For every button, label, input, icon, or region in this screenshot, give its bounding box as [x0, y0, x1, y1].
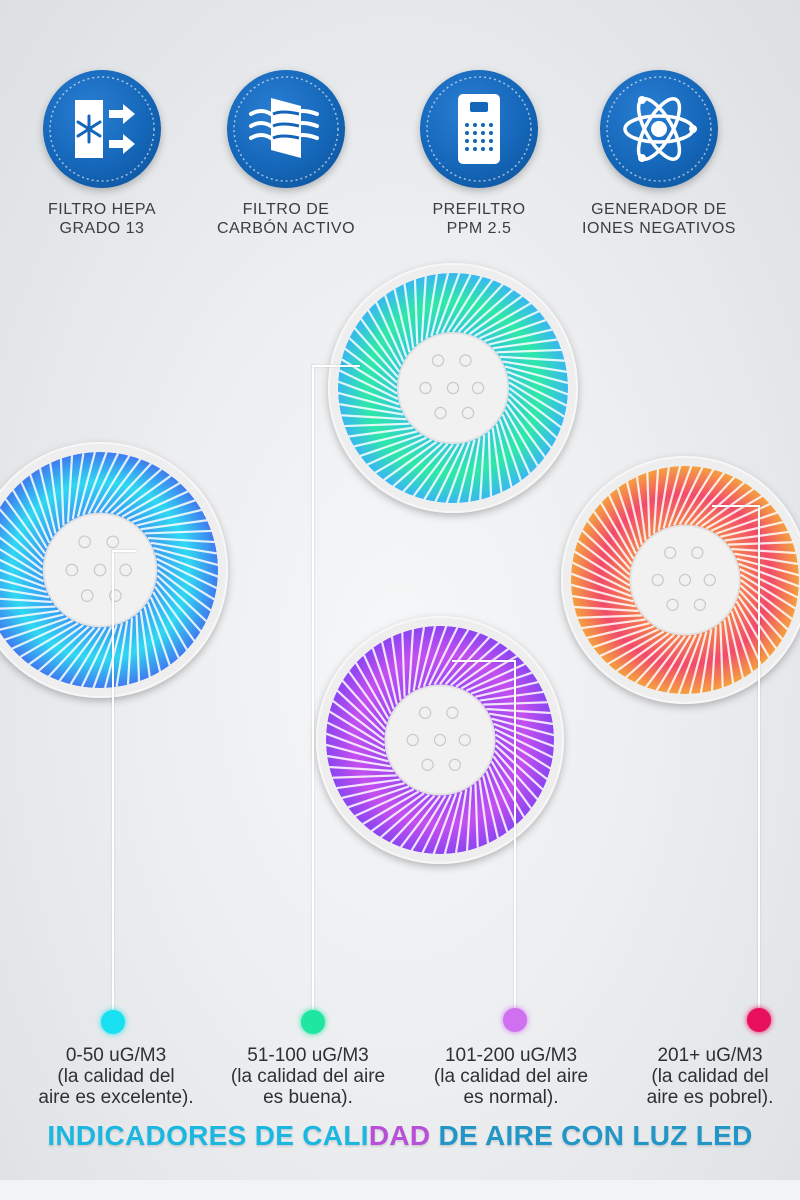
hub-button-icon — [448, 758, 462, 771]
hub-button-icon — [406, 733, 419, 747]
fan-control-hub — [384, 684, 496, 796]
hub-button-icon — [691, 546, 704, 559]
feature-label: PREFILTRO PPM 2.5 — [432, 201, 526, 237]
hub-button-icon — [458, 733, 471, 747]
indicator-range: 0-50 uG/M3 — [65, 1045, 167, 1066]
leader-line-purple-h — [452, 660, 516, 662]
hub-button-icon — [651, 573, 664, 587]
purifier-device-icon — [420, 70, 538, 188]
footer-title: INDICADORES DE CALIDAD DE AIRE CON LUZ L… — [0, 1120, 800, 1152]
fan-cyan — [0, 442, 228, 698]
indicator-description: (la calidad del aire es pobrel). — [646, 1066, 774, 1108]
indicator-dot-purple — [503, 1008, 527, 1032]
fan-control-hub — [397, 332, 509, 444]
snowflake-filter-icon — [43, 70, 161, 188]
hub-button-icon — [106, 535, 120, 549]
indicator-normal: 101-200 uG/M3 (la calidad del aire es no… — [411, 1045, 611, 1108]
hub-button-icon — [80, 589, 94, 602]
hub-button-icon — [703, 573, 716, 587]
leader-line-red-h — [712, 505, 760, 507]
indicator-range: 101-200 uG/M3 — [444, 1045, 578, 1066]
leader-line-green-h — [312, 365, 360, 367]
indicator-range: 201+ uG/M3 — [657, 1045, 763, 1066]
indicator-description: (la calidad del aire es buena). — [230, 1066, 386, 1108]
hub-button-icon — [666, 598, 679, 611]
indicator-good: 51-100 uG/M3 (la calidad del aire es bue… — [208, 1045, 408, 1108]
feature-carbon: FILTRO DE CARBÓN ACTIVO — [186, 70, 386, 238]
hub-button-icon — [459, 354, 472, 367]
hub-button-icon — [434, 406, 447, 420]
leader-line-green — [312, 365, 314, 1010]
hub-button-icon — [78, 535, 91, 549]
indicator-dot-green — [301, 1010, 325, 1034]
hub-button-icon — [431, 354, 445, 367]
feature-prefilter: PREFILTRO PPM 2.5 — [379, 70, 579, 238]
leader-line-cyan — [112, 550, 114, 1010]
footer-title-part3: DE AIRE CON LUZ LED — [430, 1120, 753, 1151]
hub-button-icon — [461, 406, 475, 420]
hub-button-icon — [446, 706, 459, 719]
feature-label: FILTRO DE CARBÓN ACTIVO — [216, 201, 356, 237]
feature-label: FILTRO HEPA GRADO 13 — [47, 201, 157, 237]
fan-grille — [0, 451, 219, 689]
hub-button-icon — [418, 706, 432, 719]
feature-ionizer: GENERADOR DE IONES NEGATIVOS — [559, 70, 759, 238]
indicator-excellent: 0-50 uG/M3 (la calidad del aire es excel… — [16, 1045, 216, 1108]
fan-grille — [570, 465, 800, 695]
hub-button-icon — [446, 381, 460, 395]
footer-title-part2: DAD — [368, 1120, 431, 1151]
carbon-filter-icon — [227, 70, 345, 188]
feature-hepa: FILTRO HEPA GRADO 13 — [2, 70, 202, 238]
indicator-dot-red — [747, 1008, 771, 1032]
fan-control-hub — [629, 524, 741, 636]
hub-button-icon — [471, 381, 485, 395]
indicator-range: 51-100 uG/M3 — [247, 1045, 369, 1066]
hub-button-icon — [419, 381, 432, 395]
leader-line-cyan-h — [112, 550, 136, 552]
hub-button-icon — [93, 563, 107, 577]
hub-button-icon — [678, 573, 692, 587]
bottom-strip — [0, 1180, 800, 1200]
fan-red — [561, 456, 800, 704]
leader-line-red — [758, 505, 760, 1010]
hub-button-icon — [433, 733, 447, 747]
fan-green — [328, 263, 578, 513]
hub-button-icon — [693, 598, 707, 611]
leader-line-purple — [514, 660, 516, 1010]
hub-button-icon — [65, 563, 79, 577]
hub-button-icon — [421, 758, 434, 771]
atom-icon — [600, 70, 718, 188]
indicator-dot-cyan — [101, 1010, 125, 1034]
feature-label: GENERADOR DE IONES NEGATIVOS — [582, 201, 736, 237]
indicator-poor: 201+ uG/M3 (la calidad del aire es pobre… — [610, 1045, 800, 1108]
indicator-description: (la calidad del aire es excelente). — [38, 1066, 194, 1108]
footer-title-part1: INDICADORES DE CALI — [47, 1120, 369, 1151]
fan-grille — [325, 625, 555, 855]
indicator-description: (la calidad del aire es normal). — [433, 1066, 589, 1108]
fan-grille — [337, 272, 569, 504]
fan-purple — [316, 616, 564, 864]
hub-button-icon — [663, 546, 677, 559]
fan-control-hub — [42, 512, 158, 628]
hub-button-icon — [109, 589, 122, 602]
hub-button-icon — [119, 563, 132, 577]
